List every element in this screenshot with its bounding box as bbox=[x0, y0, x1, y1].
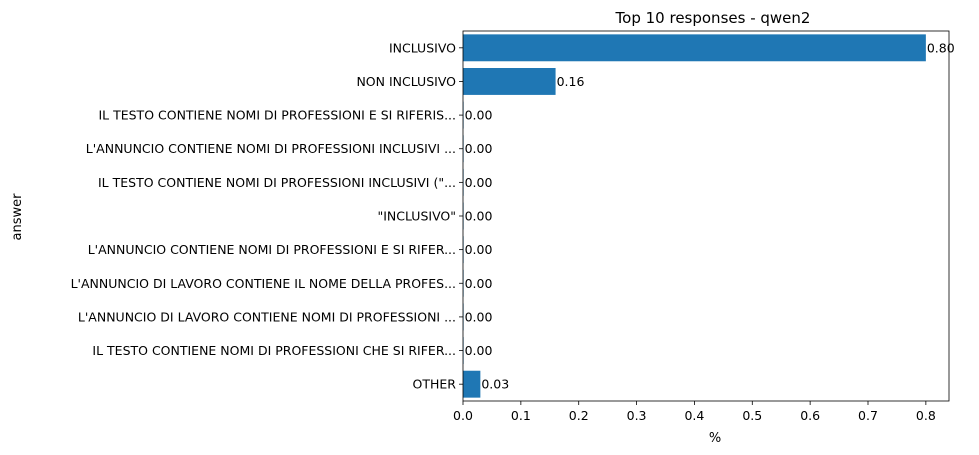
bar-value-label: 0.00 bbox=[465, 276, 493, 291]
y-tick-label: IL TESTO CONTIENE NOMI DI PROFESSIONI E … bbox=[98, 108, 456, 123]
x-axis-title: % bbox=[709, 431, 721, 446]
y-axis: INCLUSIVO NON INCLUSIVO IL TESTO CONTIENE … bbox=[71, 40, 463, 392]
y-tick-label: IL TESTO CONTIENE NOMI DI PROFESSIONI CH… bbox=[92, 343, 456, 358]
bar-value-label: 0.00 bbox=[465, 108, 493, 123]
y-tick-label: L'ANNUNCIO DI LAVORO CONTIENE IL NOME DE… bbox=[71, 276, 456, 291]
y-tick-label: L'ANNUNCIO CONTIENE NOMI DI PROFESSIONI … bbox=[88, 242, 456, 257]
plot-frame bbox=[462, 30, 950, 402]
x-tick-label: 0.6 bbox=[800, 408, 820, 423]
x-tick-label: 0.0 bbox=[453, 408, 473, 423]
y-tick-label: IL TESTO CONTIENE NOMI DI PROFESSIONI IN… bbox=[98, 175, 456, 190]
y-tick-label: NON INCLUSIVO bbox=[356, 74, 456, 89]
x-tick-label: 0.7 bbox=[858, 408, 878, 423]
bar-value-label: 0.16 bbox=[557, 74, 585, 89]
bar-value-label: 0.00 bbox=[465, 141, 493, 156]
value-labels-group: 0.80 0.16 0.00 0.00 0.00 0.00 0.00 0.00 0.00 0.00… bbox=[465, 40, 955, 391]
x-axis: 0.0 0.1 0.2 0.3 0.4 0.5 0.6 0.7 0.8 bbox=[453, 401, 936, 423]
bar-value-label: 0.80 bbox=[927, 40, 955, 55]
y-tick-label: INCLUSIVO bbox=[389, 40, 456, 55]
chart-title: Top 10 responses - qwen2 bbox=[615, 9, 811, 27]
x-tick-label: 0.3 bbox=[627, 408, 647, 423]
x-tick-label: 0.2 bbox=[569, 408, 589, 423]
x-tick-label: 0.8 bbox=[916, 408, 936, 423]
x-tick-label: 0.5 bbox=[742, 408, 762, 423]
bar-value-label: 0.00 bbox=[465, 343, 493, 358]
y-tick-label: L'ANNUNCIO DI LAVORO CONTIENE NOMI DI PR… bbox=[78, 309, 456, 324]
bar-value-label: 0.00 bbox=[465, 209, 493, 224]
x-tick-label: 0.4 bbox=[684, 408, 704, 423]
bar-value-label: 0.00 bbox=[465, 242, 493, 257]
bars-group bbox=[463, 34, 926, 398]
bar-value-label: 0.00 bbox=[465, 309, 493, 324]
bar-value-label: 0.03 bbox=[481, 377, 509, 392]
bar bbox=[463, 34, 926, 62]
bar bbox=[463, 68, 556, 95]
x-tick-label: 0.1 bbox=[511, 408, 531, 423]
y-tick-label: "INCLUSIVO" bbox=[377, 209, 456, 224]
y-tick-label: L'ANNUNCIO CONTIENE NOMI DI PROFESSIONI … bbox=[86, 141, 456, 156]
bar-value-label: 0.00 bbox=[465, 175, 493, 190]
y-tick-label: OTHER bbox=[413, 377, 457, 392]
y-axis-title: answer bbox=[10, 193, 25, 241]
bar bbox=[463, 370, 481, 398]
